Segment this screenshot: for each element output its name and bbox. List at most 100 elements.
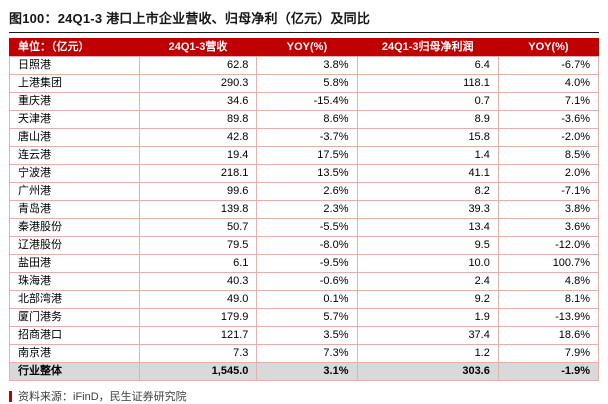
value-cell: 290.3 bbox=[138, 74, 258, 93]
company-name-cell: 秦港股份 bbox=[9, 218, 140, 237]
table-header-row: 单位：（亿元） 24Q1-3营收 YOY(%) 24Q1-3归母净利润 YOY(%) bbox=[9, 38, 600, 57]
column-header: 24Q1-3归母净利润 bbox=[356, 38, 499, 57]
value-cell: 50.7 bbox=[138, 218, 258, 237]
value-cell: 3.1% bbox=[256, 362, 358, 381]
table-row: 南京港 7.3 7.3% 1.2 7.9% bbox=[9, 344, 600, 363]
value-cell: 8.2 bbox=[356, 182, 499, 201]
value-cell: 19.4 bbox=[138, 146, 258, 165]
value-cell: 7.3 bbox=[138, 344, 258, 363]
value-cell: 100.7% bbox=[497, 254, 600, 273]
table-row: 招商港口 121.7 3.5% 37.4 18.6% bbox=[9, 326, 600, 345]
value-cell: 218.1 bbox=[138, 164, 258, 183]
value-cell: 6.4 bbox=[356, 56, 499, 75]
value-cell: 4.0% bbox=[497, 74, 600, 93]
value-cell: 2.4 bbox=[356, 272, 499, 291]
value-cell: -3.7% bbox=[256, 128, 358, 147]
table-body: 日照港 62.8 3.8% 6.4 -6.7% 上港集团 290.3 5.8% 118.1 4.0… bbox=[9, 56, 600, 381]
company-name-cell: 天津港 bbox=[9, 110, 140, 129]
column-header: 24Q1-3营收 bbox=[138, 38, 258, 57]
company-name-cell: 北部湾港 bbox=[9, 290, 140, 309]
value-cell: -9.5% bbox=[256, 254, 358, 273]
value-cell: -15.4% bbox=[256, 92, 358, 111]
company-name-cell: 重庆港 bbox=[9, 92, 140, 111]
value-cell: 0.1% bbox=[256, 290, 358, 309]
value-cell: 2.0% bbox=[497, 164, 600, 183]
table-row: 盐田港 6.1 -9.5% 10.0 100.7% bbox=[9, 254, 600, 273]
table-total-row: 行业整体 1,545.0 3.1% 303.6 -1.9% bbox=[9, 362, 600, 381]
company-name-cell: 南京港 bbox=[9, 344, 140, 363]
value-cell: -6.7% bbox=[497, 56, 600, 75]
table-row: 辽港股份 79.5 -8.0% 9.5 -12.0% bbox=[9, 236, 600, 255]
value-cell: 121.7 bbox=[138, 326, 258, 345]
value-cell: 303.6 bbox=[356, 362, 499, 381]
value-cell: 34.6 bbox=[138, 92, 258, 111]
value-cell: 2.6% bbox=[256, 182, 358, 201]
table-row: 连云港 19.4 17.5% 1.4 8.5% bbox=[9, 146, 600, 165]
value-cell: 1.4 bbox=[356, 146, 499, 165]
table-row: 厦门港务 179.9 5.7% 1.9 -13.9% bbox=[9, 308, 600, 327]
value-cell: -13.9% bbox=[497, 308, 600, 327]
value-cell: 3.8% bbox=[497, 200, 600, 219]
table-row: 北部湾港 49.0 0.1% 9.2 8.1% bbox=[9, 290, 600, 309]
company-name-cell: 青岛港 bbox=[9, 200, 140, 219]
table-row: 秦港股份 50.7 -5.5% 13.4 3.6% bbox=[9, 218, 600, 237]
column-header: YOY(%) bbox=[256, 38, 358, 57]
company-name-cell: 行业整体 bbox=[9, 362, 140, 381]
source-text: 资料来源：iFinD，民生证券研究院 bbox=[18, 391, 187, 403]
value-cell: 8.5% bbox=[497, 146, 600, 165]
value-cell: 41.1 bbox=[356, 164, 499, 183]
value-cell: 9.2 bbox=[356, 290, 499, 309]
value-cell: -3.6% bbox=[497, 110, 600, 129]
table-row: 广州港 99.6 2.6% 8.2 -7.1% bbox=[9, 182, 600, 201]
column-header: YOY(%) bbox=[497, 38, 600, 57]
value-cell: 62.8 bbox=[138, 56, 258, 75]
value-cell: 1.9 bbox=[356, 308, 499, 327]
value-cell: -5.5% bbox=[256, 218, 358, 237]
value-cell: 49.0 bbox=[138, 290, 258, 309]
company-name-cell: 唐山港 bbox=[9, 128, 140, 147]
value-cell: 4.8% bbox=[497, 272, 600, 291]
value-cell: 2.3% bbox=[256, 200, 358, 219]
value-cell: 118.1 bbox=[356, 74, 499, 93]
source-accent-bar bbox=[9, 390, 12, 402]
value-cell: 40.3 bbox=[138, 272, 258, 291]
value-cell: 18.6% bbox=[497, 326, 600, 345]
value-cell: 179.9 bbox=[138, 308, 258, 327]
table-row: 重庆港 34.6 -15.4% 0.7 7.1% bbox=[9, 92, 600, 111]
value-cell: 8.6% bbox=[256, 110, 358, 129]
company-name-cell: 厦门港务 bbox=[9, 308, 140, 327]
value-cell: 1,545.0 bbox=[138, 362, 258, 381]
value-cell: 13.5% bbox=[256, 164, 358, 183]
column-header: 单位：（亿元） bbox=[9, 38, 140, 57]
value-cell: -2.0% bbox=[497, 128, 600, 147]
value-cell: 8.9 bbox=[356, 110, 499, 129]
title-divider bbox=[9, 32, 599, 33]
value-cell: 0.7 bbox=[356, 92, 499, 111]
value-cell: -0.6% bbox=[256, 272, 358, 291]
company-name-cell: 辽港股份 bbox=[9, 236, 140, 255]
value-cell: 13.4 bbox=[356, 218, 499, 237]
company-name-cell: 广州港 bbox=[9, 182, 140, 201]
value-cell: 5.8% bbox=[256, 74, 358, 93]
table-row: 青岛港 139.8 2.3% 39.3 3.8% bbox=[9, 200, 600, 219]
value-cell: 1.2 bbox=[356, 344, 499, 363]
value-cell: 89.8 bbox=[138, 110, 258, 129]
value-cell: 7.9% bbox=[497, 344, 600, 363]
source-note: 资料来源：iFinD，民生证券研究院 bbox=[9, 388, 599, 404]
value-cell: -12.0% bbox=[497, 236, 600, 255]
value-cell: 79.5 bbox=[138, 236, 258, 255]
table-row: 宁波港 218.1 13.5% 41.1 2.0% bbox=[9, 164, 600, 183]
figure-title: 图100：24Q1-3 港口上市企业营收、归母净利（亿元）及同比 bbox=[9, 11, 371, 26]
value-cell: 17.5% bbox=[256, 146, 358, 165]
table-row: 日照港 62.8 3.8% 6.4 -6.7% bbox=[9, 56, 600, 75]
value-cell: 3.5% bbox=[256, 326, 358, 345]
value-cell: 139.8 bbox=[138, 200, 258, 219]
table-row: 珠海港 40.3 -0.6% 2.4 4.8% bbox=[9, 272, 600, 291]
value-cell: 6.1 bbox=[138, 254, 258, 273]
data-table: 单位：（亿元） 24Q1-3营收 YOY(%) 24Q1-3归母净利润 YOY(%) 日… bbox=[9, 38, 600, 381]
value-cell: 15.8 bbox=[356, 128, 499, 147]
company-name-cell: 日照港 bbox=[9, 56, 140, 75]
value-cell: 9.5 bbox=[356, 236, 499, 255]
company-name-cell: 上港集团 bbox=[9, 74, 140, 93]
